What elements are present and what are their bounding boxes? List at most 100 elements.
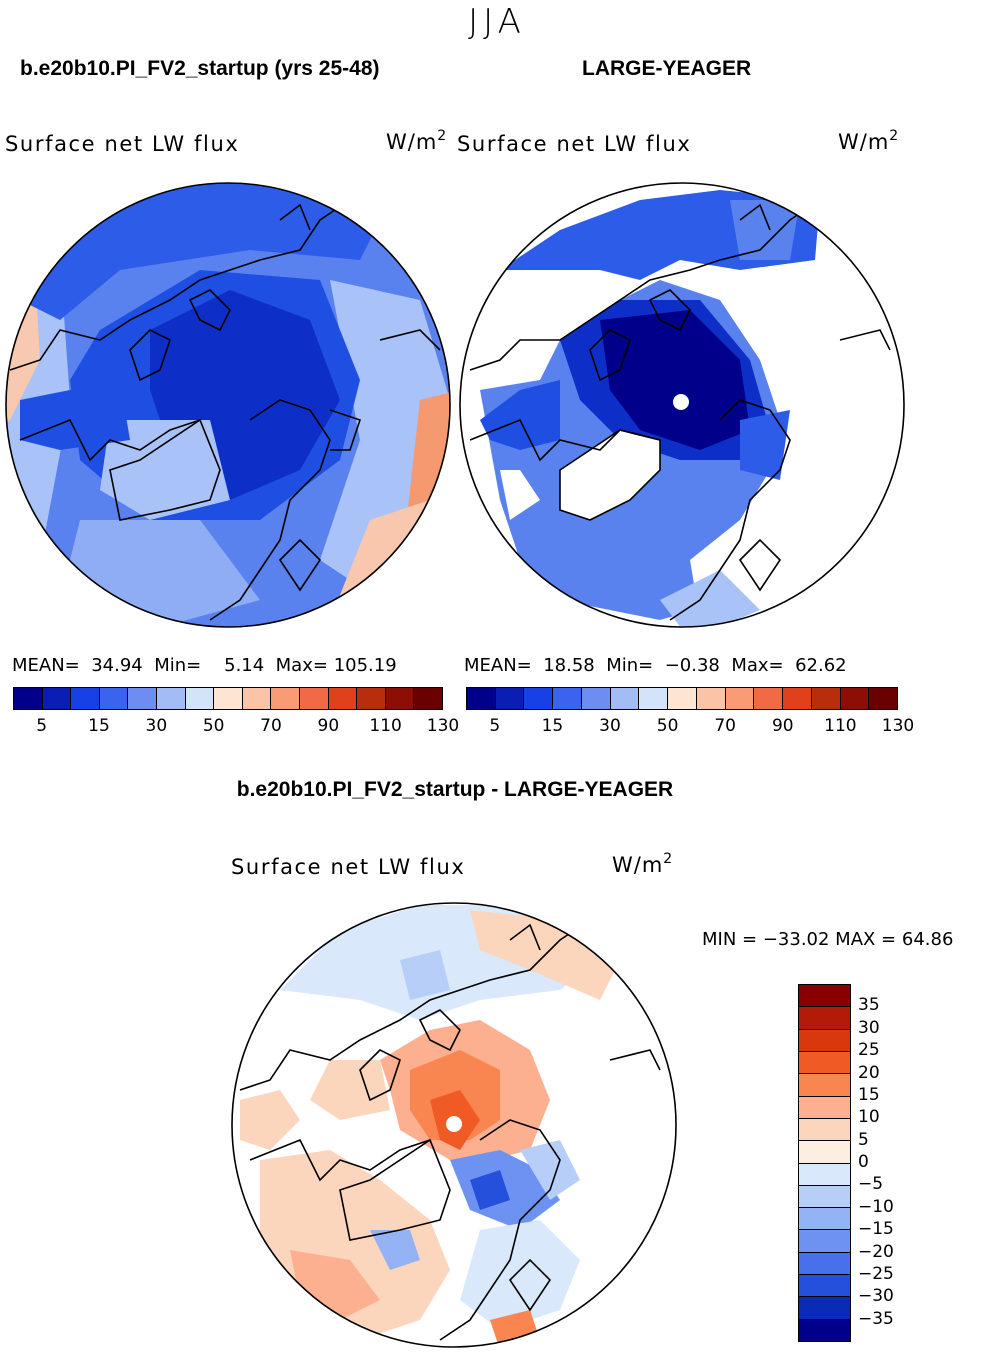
colorbar-swatch: [799, 1141, 850, 1164]
colorbar-swatch: [799, 985, 850, 1008]
right-units-label: W/m2: [838, 128, 900, 154]
left-colorbar: [13, 687, 443, 710]
diff-units-label: W/m2: [612, 851, 674, 877]
colorbar-swatch: [299, 688, 329, 709]
colorbar-tick-label: 15: [858, 1084, 880, 1105]
colorbar-tick-label: −35: [858, 1308, 894, 1329]
colorbar-swatch: [128, 688, 157, 709]
colorbar-tick-label: 90: [317, 716, 340, 736]
colorbar-swatch: [495, 688, 525, 709]
diff-variable-label: Surface net LW flux: [231, 855, 466, 879]
colorbar-tick-label: −15: [858, 1219, 894, 1240]
colorbar-swatch: [783, 688, 812, 709]
colorbar-tick-label: 70: [260, 716, 282, 736]
right-case-title: LARGE-YEAGER: [582, 57, 752, 80]
colorbar-swatch: [99, 688, 129, 709]
colorbar-tick-label: 30: [145, 716, 168, 736]
colorbar-swatch: [811, 688, 841, 709]
colorbar-tick-label: 50: [202, 716, 225, 736]
colorbar-tick-label: 30: [858, 1017, 880, 1038]
colorbar-swatch: [71, 688, 100, 709]
colorbar-swatch: [581, 688, 611, 709]
colorbar-swatch: [799, 1185, 850, 1209]
colorbar-swatch: [799, 1007, 850, 1030]
colorbar-tick-label: −30: [858, 1286, 894, 1307]
colorbar-tick-label: 5: [489, 716, 501, 736]
colorbar-swatch: [14, 688, 43, 709]
colorbar-tick-label: 30: [599, 716, 621, 736]
colorbar-swatch: [639, 688, 669, 709]
colorbar-tick-label: 25: [858, 1040, 880, 1061]
colorbar-tick-label: −10: [858, 1196, 894, 1217]
right-colorbar-ticks: 5 15 30 50 70 90 110 130: [0, 716, 994, 740]
colorbar-tick-label: −20: [858, 1241, 894, 1262]
colorbar-tick-label: −5: [858, 1174, 884, 1195]
right-colorbar: [466, 687, 898, 710]
colorbar-tick-label: 15: [541, 716, 564, 736]
left-colorbar-ticks: 5 15 30 50 70 90 110 130: [0, 716, 994, 740]
colorbar-tick-label: 110: [824, 716, 857, 736]
colorbar-tick-label: 110: [369, 716, 402, 736]
colorbar-swatch: [328, 688, 358, 709]
colorbar-swatch: [414, 688, 442, 709]
colorbar-swatch: [668, 688, 697, 709]
colorbar-tick-label: 5: [858, 1129, 869, 1150]
diff-minmax: MIN = −33.02 MAX = 64.86: [702, 929, 954, 950]
colorbar-swatch: [799, 1208, 850, 1231]
colorbar-tick-label: 10: [858, 1107, 880, 1128]
colorbar-swatch: [754, 688, 784, 709]
colorbar-swatch: [840, 688, 870, 709]
colorbar-swatch: [524, 688, 554, 709]
colorbar-swatch: [696, 688, 726, 709]
colorbar-swatch: [214, 688, 243, 709]
colorbar-tick-label: 70: [714, 716, 737, 736]
colorbar-tick-label: 35: [858, 995, 880, 1016]
colorbar-swatch: [553, 688, 582, 709]
right-stats: MEAN= 18.58 Min= −0.38 Max= 62.62: [464, 655, 847, 676]
colorbar-swatch: [42, 688, 72, 709]
colorbar-tick-label: 0: [858, 1152, 869, 1172]
left-variable-label: Surface net LW flux: [5, 132, 240, 156]
colorbar-swatch: [242, 688, 272, 709]
colorbar-swatch: [467, 688, 496, 709]
colorbar-swatch: [156, 688, 186, 709]
colorbar-swatch: [799, 1118, 850, 1142]
colorbar-swatch: [185, 688, 215, 709]
colorbar-tick-label: 15: [88, 716, 110, 736]
colorbar-swatch: [799, 1275, 850, 1298]
colorbar-swatch: [610, 688, 640, 709]
colorbar-tick-label: 90: [771, 716, 794, 736]
diff-colorbar: [798, 984, 851, 1342]
colorbar-swatch: [725, 688, 755, 709]
colorbar-tick-label: 50: [656, 716, 679, 736]
colorbar-tick-label: 130: [426, 716, 460, 736]
diff-colorbar-ticks: 35 30 25 20 15 10 5 0 −5 −10 −15 −20 −25 −30 −35: [858, 984, 938, 1342]
right-variable-label: Surface net LW flux: [457, 132, 692, 156]
colorbar-swatch: [799, 1051, 850, 1075]
colorbar-swatch: [799, 1319, 850, 1341]
colorbar-tick-label: −25: [858, 1263, 894, 1284]
colorbar-swatch: [385, 688, 415, 709]
left-units-label: W/m2: [386, 128, 448, 154]
colorbar-swatch: [799, 1029, 850, 1052]
colorbar-swatch: [799, 1096, 850, 1119]
colorbar-swatch: [357, 688, 386, 709]
colorbar-tick-label: 5: [36, 716, 48, 736]
colorbar-swatch: [799, 1297, 850, 1320]
left-case-title: b.e20b10.PI_FV2_startup (yrs 25-48): [20, 57, 380, 80]
colorbar-swatch: [799, 1074, 850, 1097]
diff-case-title: b.e20b10.PI_FV2_startup - LARGE-YEAGER: [236, 778, 674, 801]
colorbar-tick-label: 130: [881, 716, 915, 736]
colorbar-swatch: [799, 1252, 850, 1276]
colorbar-swatch: [869, 688, 898, 709]
colorbar-swatch: [799, 1230, 850, 1253]
colorbar-tick-label: 20: [858, 1062, 880, 1083]
colorbar-swatch: [271, 688, 300, 709]
left-stats: MEAN= 34.94 Min= 5.14 Max= 105.19: [12, 655, 397, 676]
season-title: JJA: [468, 2, 526, 42]
colorbar-swatch: [799, 1163, 850, 1186]
